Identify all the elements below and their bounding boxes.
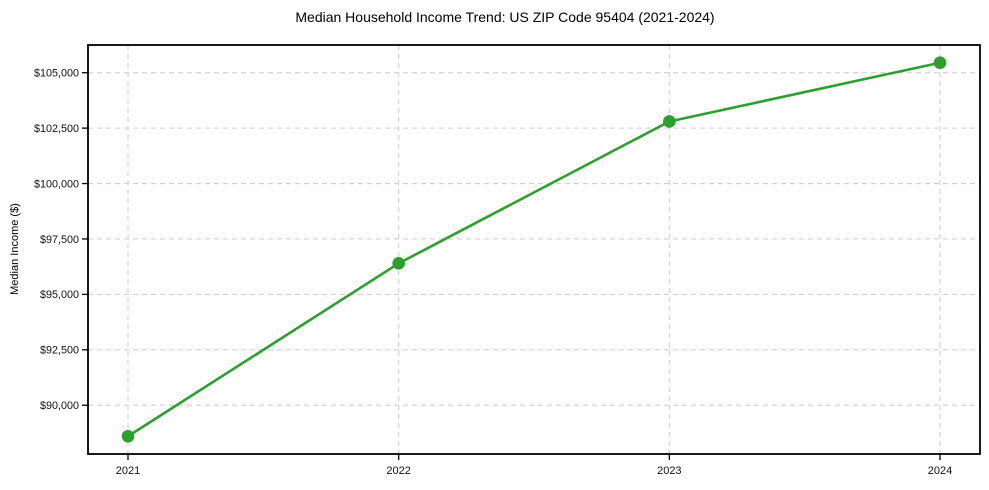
data-point-2022 — [392, 257, 405, 270]
x-tick-label: 2023 — [657, 465, 681, 477]
data-point-2023 — [663, 115, 676, 128]
y-tick-label: $97,500 — [40, 234, 79, 246]
data-point-2021 — [121, 429, 135, 443]
y-tick-label: $105,000 — [34, 68, 79, 80]
y-tick-label: $100,000 — [34, 178, 79, 190]
plot-border — [87, 44, 981, 455]
chart-title: Median Household Income Trend: US ZIP Co… — [295, 9, 715, 25]
y-axis-title: Median Income ($) — [9, 203, 21, 295]
x-tick-label: 2024 — [928, 465, 952, 477]
income-trend-line — [126, 61, 942, 438]
y-tick-label: $90,000 — [40, 400, 79, 412]
x-tick-label: 2022 — [386, 465, 410, 477]
data-point-2024 — [933, 56, 947, 70]
x-tick-label: 2021 — [116, 465, 140, 477]
y-tick-label: $102,500 — [34, 123, 79, 135]
y-tick-label: $95,000 — [40, 289, 79, 301]
y-tick-label: $92,500 — [40, 345, 79, 357]
